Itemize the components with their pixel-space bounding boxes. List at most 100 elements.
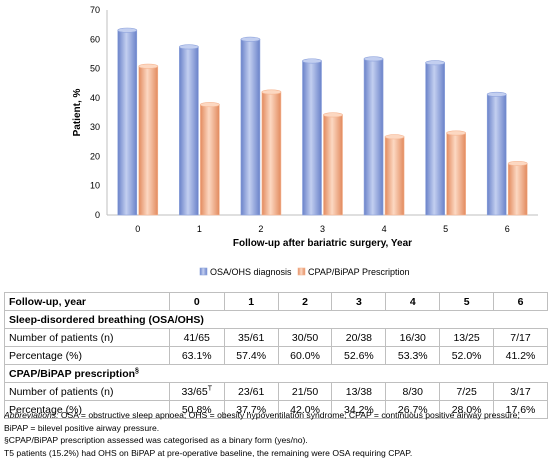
x-tick-label: 1 xyxy=(197,224,202,234)
x-tick-label: 4 xyxy=(382,224,387,234)
y-tick-label: 50 xyxy=(90,64,100,74)
table-cell: 57.4% xyxy=(223,346,279,365)
table-cell: 17.6% xyxy=(493,400,548,419)
table-cell: 7/25 xyxy=(439,382,495,401)
header-year: 0 xyxy=(168,292,225,311)
table-cell: 53.3% xyxy=(385,346,441,365)
table-cell: 37.7% xyxy=(223,400,279,419)
y-tick-label: 60 xyxy=(90,34,100,44)
y-tick-label: 40 xyxy=(90,93,100,103)
y-tick-label: 20 xyxy=(90,151,100,161)
cell-footnote-mark: T xyxy=(207,385,213,392)
table-cell: 20/38 xyxy=(331,328,387,347)
bar-cap xyxy=(507,160,528,166)
bar xyxy=(486,94,507,216)
table-cell: 16/30 xyxy=(385,328,441,347)
table-cell: 7/17 xyxy=(493,328,548,347)
x-tick-label: 3 xyxy=(320,224,325,234)
abbreviations-text: OSA = obstructive sleep apnoea; OHS = ob… xyxy=(58,410,520,420)
x-tick-label: 0 xyxy=(135,224,140,234)
section-title-cpap: CPAP/BiPAP prescription§ xyxy=(4,364,548,383)
x-tick-label: 5 xyxy=(443,224,448,234)
table-cell: 41/65 xyxy=(168,328,225,347)
table-row: Number of patients (n) 41/65 35/61 30/50… xyxy=(4,328,548,347)
bar xyxy=(302,60,322,216)
table-row: Number of patients (n) 33/65T 23/61 21/5… xyxy=(4,382,548,401)
footnotes: Abbreviations: OSA = obstructive sleep a… xyxy=(4,409,550,459)
table-cell: 8/30 xyxy=(385,382,441,401)
row-label: Percentage (%) xyxy=(4,346,170,365)
footnote-section: §CPAP/BiPAP prescription assessed was ca… xyxy=(4,435,308,445)
bar-cap xyxy=(179,44,199,50)
table-cell: 63.1% xyxy=(168,346,225,365)
bar-cap xyxy=(117,27,138,33)
y-tick-label: 70 xyxy=(90,5,100,15)
table-cell: 52.0% xyxy=(439,346,495,365)
header-year: 6 xyxy=(493,292,548,311)
row-label: Number of patients (n) xyxy=(4,328,170,347)
table-cell: 26.7% xyxy=(385,400,441,419)
row-label: Number of patients (n) xyxy=(4,382,170,401)
section-row: Sleep-disordered breathing (OSA/OHS) xyxy=(4,310,548,329)
bar xyxy=(363,58,384,216)
abbreviations-line-2: BiPAP = bilevel positive airway pressure… xyxy=(4,422,160,433)
bar xyxy=(323,114,343,216)
bar-cap xyxy=(363,56,384,62)
table-cell: 33/65T xyxy=(168,382,225,401)
table-cell: 3/17 xyxy=(493,382,548,401)
table-row: Percentage (%) 50.8% 37.7% 42.0% 34.2% 2… xyxy=(4,400,548,419)
header-label: Follow-up, year xyxy=(4,292,170,311)
section-title-text: CPAP/BiPAP prescription xyxy=(9,367,136,380)
bar-cap xyxy=(261,89,282,95)
table-cell: 50.8% xyxy=(168,400,225,419)
header-year: 4 xyxy=(385,292,441,311)
bar-cap xyxy=(240,36,261,42)
abbreviations-line: Abbreviations: OSA = obstructive sleep a… xyxy=(4,409,550,422)
legend-label: OSA/OHS diagnosis xyxy=(210,267,292,277)
data-table: Follow-up, year 0 1 2 3 4 5 6 Sleep-diso… xyxy=(4,292,548,419)
bar-cap xyxy=(425,60,445,66)
bar-chart: 0 10 20 30 40 50 60 70 Patient, % 0 1 2 3 4 5 6 Follow-u… xyxy=(72,5,538,277)
bar xyxy=(384,136,405,216)
legend-swatch xyxy=(199,267,208,276)
table-cell: 41.2% xyxy=(493,346,548,365)
table-cell: 35/61 xyxy=(223,328,279,347)
table-header-row: Follow-up, year 0 1 2 3 4 5 6 xyxy=(4,292,548,311)
bar-cap xyxy=(486,91,507,97)
table-cell: 13/25 xyxy=(439,328,495,347)
bar xyxy=(446,132,466,216)
bar-cap xyxy=(323,112,343,118)
table-cell: 34.2% xyxy=(331,400,387,419)
chart-svg: 0 10 20 30 40 50 60 70 Patient, % 0 1 2 3 4 5 6 Follow-u… xyxy=(72,5,538,277)
table-cell: 13/38 xyxy=(331,382,387,401)
legend-swatch xyxy=(297,267,306,276)
x-axis-title: Follow-up after bariatric surgery, Year xyxy=(233,238,412,249)
legend-label: CPAP/BiPAP Prescription xyxy=(308,267,410,277)
y-tick-label: 10 xyxy=(90,181,100,191)
bar xyxy=(200,104,220,216)
header-year: 2 xyxy=(277,292,333,311)
table-cell: 21/50 xyxy=(277,382,333,401)
y-axis-title: Patient, % xyxy=(72,89,83,137)
bar-cap xyxy=(384,134,405,140)
bar xyxy=(425,62,445,216)
cell-value: 33/65 xyxy=(181,385,208,398)
bar xyxy=(179,46,199,216)
bar xyxy=(138,65,159,216)
y-tick-label: 30 xyxy=(90,122,100,132)
section-row: CPAP/BiPAP prescription§ xyxy=(4,364,548,383)
x-tick-label: 6 xyxy=(505,224,510,234)
y-tick-label: 0 xyxy=(95,210,100,220)
section-title-osa: Sleep-disordered breathing (OSA/OHS) xyxy=(4,310,548,329)
header-year: 1 xyxy=(223,292,279,311)
bar xyxy=(117,29,138,216)
header-year: 3 xyxy=(331,292,387,311)
abbreviations-label: Abbreviations: xyxy=(4,410,59,420)
table-cell: 52.6% xyxy=(331,346,387,365)
bar-cap xyxy=(200,102,220,108)
bar xyxy=(261,91,282,216)
table-cell: 30/50 xyxy=(277,328,333,347)
bar xyxy=(507,163,528,216)
table-cell: 23/61 xyxy=(223,382,279,401)
footnote-t: T5 patients (15.2%) had OHS on BiPAP at … xyxy=(4,447,413,458)
